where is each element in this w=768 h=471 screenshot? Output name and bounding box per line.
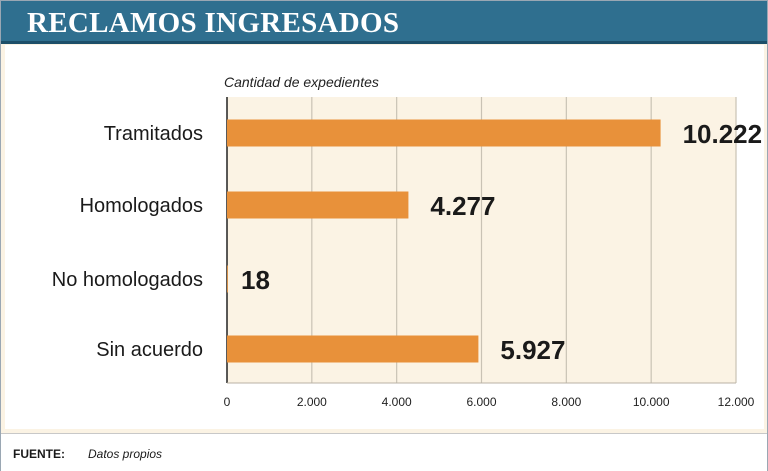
- x-tick-label: 4.000: [382, 395, 412, 409]
- category-label: Homologados: [80, 195, 203, 217]
- value-label: 10.222: [683, 119, 763, 149]
- title-bar: RECLAMOS INGRESADOS: [1, 1, 767, 44]
- category-label: Sin acuerdo: [96, 339, 203, 361]
- value-label: 5.927: [500, 335, 565, 365]
- chart-panel: 0 2.000 4.000 6.000 8.000 10.000 12.000 Tramita…: [5, 45, 764, 429]
- bar: [227, 191, 409, 219]
- bars-layer: [227, 119, 661, 363]
- value-label: 4.277: [430, 191, 495, 221]
- bar: [227, 335, 479, 363]
- footer: FUENTE: Datos propios: [1, 433, 767, 471]
- source-label: FUENTE:: [13, 447, 65, 461]
- x-tick-label: 8.000: [551, 395, 581, 409]
- chart-title: RECLAMOS INGRESADOS: [27, 7, 400, 39]
- bar: [227, 265, 228, 293]
- category-label: No homologados: [52, 269, 203, 291]
- bar-chart: 0 2.000 4.000 6.000 8.000 10.000 12.000 Tramita…: [52, 74, 762, 409]
- x-tick-label: 0: [224, 395, 231, 409]
- value-label: 18: [241, 265, 270, 295]
- labels-layer: 0 2.000 4.000 6.000 8.000 10.000 12.000 Tramita…: [52, 119, 762, 409]
- x-tick-label: 10.000: [633, 395, 670, 409]
- x-tick-label: 2.000: [297, 395, 327, 409]
- x-tick-label: 12.000: [718, 395, 755, 409]
- bar: [227, 119, 661, 147]
- category-label: Tramitados: [104, 123, 203, 145]
- chart-subtitle: Cantidad de expedientes: [224, 74, 379, 90]
- x-tick-label: 6.000: [466, 395, 496, 409]
- source-value: Datos propios: [88, 447, 163, 461]
